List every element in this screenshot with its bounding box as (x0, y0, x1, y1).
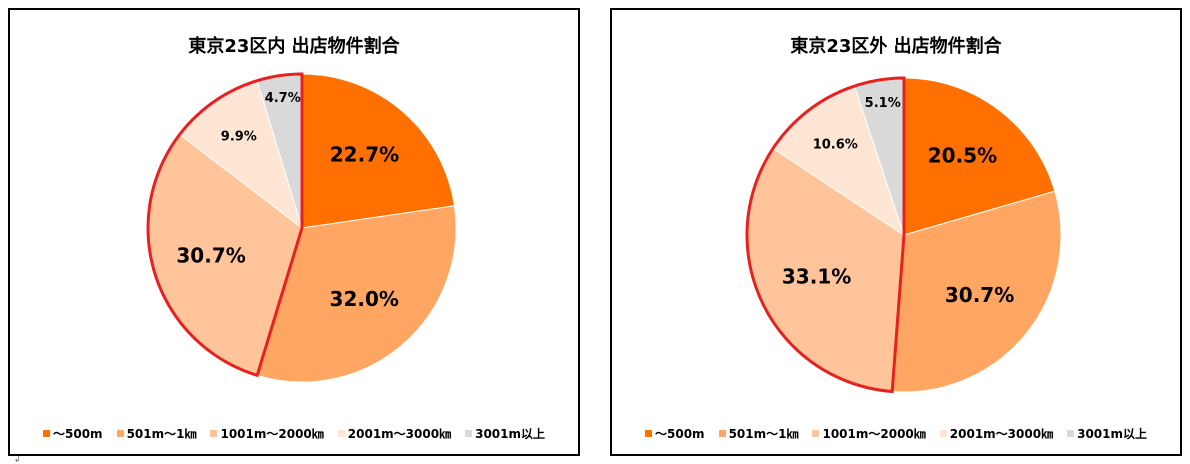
legend-label: 1001m〜2000㎞ (220, 427, 324, 441)
chart-panel-inside-23-wards: 東京23区内 出店物件割合 22.7% 32.0% 30.7% 9.9% 4.7% 〜5… (8, 8, 580, 456)
pie-chart: 22.7% 32.0% 30.7% 9.9% 4.7% (146, 72, 457, 383)
legend-swatch (645, 430, 652, 437)
legend-item: 3001m以上 (465, 425, 545, 442)
data-label: 20.5% (928, 144, 997, 168)
legend-label: 1001m〜2000㎞ (822, 427, 926, 441)
data-label: 22.7% (330, 142, 399, 166)
legend-swatch (337, 430, 345, 437)
legend-item: 1001m〜2000㎞ (812, 425, 926, 442)
legend-item: 〜500m (645, 425, 705, 442)
legend-item: 2001m〜3000㎞ (337, 425, 452, 442)
paragraph-mark: ↲ (14, 455, 21, 464)
legend-label: 〜500m (655, 427, 705, 441)
data-label: 9.9% (221, 129, 257, 144)
legend-label: 3001m以上 (1077, 427, 1147, 441)
data-label: 30.7% (945, 283, 1014, 307)
legend-swatch (43, 430, 50, 437)
legend-swatch (812, 430, 820, 437)
legend: 〜500m 501m〜1㎞ 1001m〜2000㎞ 2001m〜3000㎞ 30… (10, 425, 578, 442)
pie-slice (301, 73, 455, 229)
pie-chart: 20.5% 30.7% 33.1% 10.6% 5.1% (745, 76, 1062, 394)
legend-swatch (939, 430, 947, 437)
legend-item: 501m〜1㎞ (718, 425, 799, 442)
data-label: 32.0% (330, 287, 399, 311)
data-label: 33.1% (782, 264, 851, 288)
pie-slice (903, 77, 1056, 236)
legend-item: 3001m以上 (1067, 425, 1147, 442)
legend-item: 1001m〜2000㎞ (210, 425, 324, 442)
legend-swatch (1067, 430, 1075, 437)
highlight-outline (146, 72, 304, 378)
legend: 〜500m 501m〜1㎞ 1001m〜2000㎞ 2001m〜3000㎞ 30… (612, 425, 1180, 442)
chart-title: 東京23区内 出店物件割合 (188, 36, 400, 57)
legend-swatch (116, 430, 124, 437)
legend-item: 501m〜1㎞ (116, 425, 197, 442)
pie-slice (891, 190, 1062, 393)
pie-slice (256, 205, 457, 383)
legend-label: 501m〜1㎞ (728, 427, 799, 441)
legend-swatch (718, 430, 726, 437)
legend-item: 〜500m (43, 425, 103, 442)
legend-label: 501m〜1㎞ (126, 427, 197, 441)
data-label: 5.1% (865, 96, 901, 111)
data-label: 4.7% (265, 91, 301, 106)
legend-label: 2001m〜3000㎞ (347, 427, 452, 441)
legend-label: 〜500m (53, 427, 103, 441)
chart-panel-outside-23-wards: 東京23区外 出店物件割合 20.5% 30.7% 33.1% 10.6% 5.1% 〜… (610, 8, 1182, 456)
highlight-outline (745, 76, 906, 394)
chart-title: 東京23区外 出店物件割合 (790, 36, 1002, 57)
legend-swatch (465, 430, 473, 437)
legend-label: 2001m〜3000㎞ (949, 427, 1054, 441)
data-label: 10.6% (813, 138, 858, 153)
data-label: 30.7% (176, 244, 245, 268)
legend-item: 2001m〜3000㎞ (939, 425, 1054, 442)
legend-swatch (210, 430, 218, 437)
legend-label: 3001m以上 (475, 427, 545, 441)
